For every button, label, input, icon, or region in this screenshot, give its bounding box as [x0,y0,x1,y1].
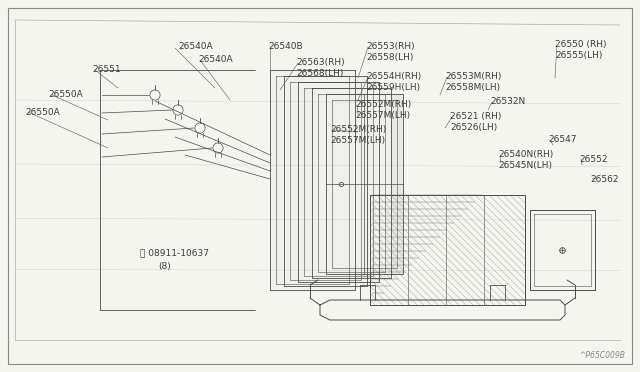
Polygon shape [284,76,367,286]
Text: 26521 (RH): 26521 (RH) [450,112,501,121]
Text: 26540N(RH): 26540N(RH) [498,150,553,159]
Text: 26550A: 26550A [25,108,60,117]
Text: 26540A: 26540A [178,42,212,51]
Text: 26557M(LH): 26557M(LH) [355,111,410,120]
Text: 26568(LH): 26568(LH) [296,69,344,78]
Text: 26558M(LH): 26558M(LH) [445,83,500,92]
Text: 26553(RH): 26553(RH) [366,42,415,51]
Text: 26532N: 26532N [490,97,525,106]
Text: 26554H(RH): 26554H(RH) [366,72,421,81]
Polygon shape [298,82,379,282]
Text: 26555(LH): 26555(LH) [555,51,602,60]
Text: 26562: 26562 [590,175,618,184]
Text: 26552M(RH): 26552M(RH) [355,100,412,109]
Text: 26550 (RH): 26550 (RH) [555,40,607,49]
Text: (8): (8) [158,262,171,271]
Text: 26540A: 26540A [198,55,232,64]
Text: 26557M(LH): 26557M(LH) [330,136,385,145]
Text: 26559H(LH): 26559H(LH) [366,83,420,92]
Polygon shape [326,94,403,274]
Text: 26553M(RH): 26553M(RH) [445,72,501,81]
Text: ^P65C009B: ^P65C009B [579,351,625,360]
Text: 26550A: 26550A [48,90,83,99]
Text: Ⓝ 08911-10637: Ⓝ 08911-10637 [140,248,209,257]
Text: 26547: 26547 [548,135,577,144]
Polygon shape [270,70,355,290]
Text: 26551: 26551 [92,65,120,74]
Text: 26552: 26552 [579,155,607,164]
Text: 26558(LH): 26558(LH) [366,53,413,62]
Text: 26552M(RH): 26552M(RH) [330,125,387,134]
Text: 26540B: 26540B [268,42,303,51]
Text: 26563(RH): 26563(RH) [296,58,344,67]
Text: 26526(LH): 26526(LH) [450,123,497,132]
Polygon shape [312,88,391,278]
Text: 26545N(LH): 26545N(LH) [498,161,552,170]
